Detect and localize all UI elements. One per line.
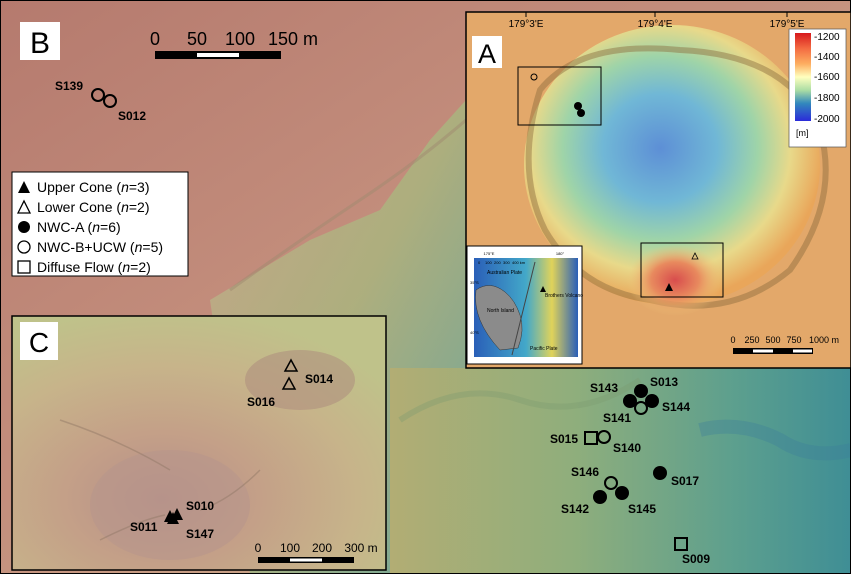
scalebar-a-white-2 [793,350,812,353]
site-s142-marker [593,490,607,504]
scalebar-c-tick-100: 100 [280,541,300,555]
legend-count-upper-cone: 3 [137,179,145,195]
legend-item-nwc-b-ucw: NWC-B+UCW (n=5) [18,239,163,255]
legend-item-lower-cone: Lower Cone (n=2) [18,199,150,215]
site-s141-label: S141 [603,411,631,425]
panel-b-label: B [30,27,50,60]
colorbar-tick-2: -1400 [814,52,840,63]
legend-item-upper-cone: Upper Cone (n=3) [18,179,150,195]
site-s017-marker [653,466,667,480]
site-s140-label: S140 [613,441,641,455]
site-s012-label: S012 [118,109,146,123]
inset-plate-label-2: Pacific Plate [530,346,558,352]
site-s016-label: S016 [247,395,275,409]
legend-label-nwc-b-ucw: NWC-B+UCW [37,239,127,255]
scalebar-b-white [197,53,239,57]
svg-text:NWC-B+UCW (n=5): NWC-B+UCW (n=5) [37,239,163,255]
legend-label-nwc-a: NWC-A [37,219,85,235]
coord-label-1: 179°3'E [509,19,544,30]
scalebar-a-tick-250: 250 [744,335,759,345]
svg-text:NWC-A (n=6): NWC-A (n=6) [37,219,121,235]
site-s139-label: S139 [55,79,83,93]
legend-count-lower-cone: 2 [137,199,145,215]
scalebar-a-tick-750: 750 [786,335,801,345]
inset-lat-tick-2: 40°S [470,330,479,335]
colorbar-ramp [795,33,811,121]
inset-scale-tick-400: 400 km [512,260,526,265]
inset-plate-label-1: Australian Plate [487,270,522,276]
regional-inset-map: Australian Plate Pacific Plate North Isl… [467,246,583,364]
panel-a-site-marker-cluster [574,102,582,110]
panel-b-seafloor [390,368,851,574]
open-square-icon [18,261,30,273]
legend-label-upper-cone: Upper Cone [37,179,113,195]
colorbar: -1200 -1400 -1600 -1800 -2000 [m] [789,29,846,147]
panel-c: C S014 S016 S010 S011 S147 0 100 200 300… [12,316,386,570]
scalebar-c-white [290,559,322,562]
site-s145-label: S145 [628,502,656,516]
inset-scale-tick-100: 100 [485,260,492,265]
inset-label-brothers: Brothers Volcano [545,293,583,299]
svg-text:Lower Cone (n=2): Lower Cone (n=2) [37,199,150,215]
svg-text:Upper Cone (n=3): Upper Cone (n=3) [37,179,150,195]
panel-a-label: A [478,39,496,69]
open-circle-icon [18,241,30,253]
site-s013-marker [634,384,648,398]
site-s142-label: S142 [561,502,589,516]
colorbar-unit: [m] [796,128,809,138]
site-s143-label: S143 [590,381,618,395]
site-s013-label: S013 [650,375,678,389]
colorbar-tick-5: -2000 [814,114,840,125]
site-s147-label: S147 [186,527,214,541]
site-s017-label: S017 [671,474,699,488]
scalebar-c-tick-0: 0 [255,541,262,555]
site-s009-label: S009 [682,552,710,566]
scalebar-c-tick-300: 300 m [344,541,377,555]
inset-lon-tick-1: 175°E [484,251,495,256]
site-s011-label: S011 [130,520,158,534]
site-s144-label: S144 [662,400,690,414]
legend-label-lower-cone: Lower Cone [37,199,113,215]
colorbar-tick-1: -1200 [814,32,840,43]
site-s014-label: S014 [305,372,333,386]
legend-count-nwc-a: 6 [108,219,116,235]
legend: Upper Cone (n=3) Lower Cone (n=2) NWC-A … [12,172,188,276]
colorbar-tick-4: -1800 [814,93,840,104]
site-s010-label: S010 [186,499,214,513]
legend-label-diffuse-flow: Diffuse Flow [37,259,115,275]
inset-scale-tick-300: 300 [503,260,510,265]
scalebar-a-tick-0: 0 [730,335,735,345]
upper-cone-summit [90,450,250,560]
panel-c-label: C [29,327,49,358]
legend-item-diffuse-flow: Diffuse Flow (n=2) [18,259,151,275]
scalebar-b-tick-50: 50 [187,29,207,49]
scalebar-c-tick-200: 200 [312,541,332,555]
inset-lat-tick-1: 35°S [470,280,479,285]
panel-a-site-marker-cluster-2 [577,109,585,117]
coord-label-2: 179°4'E [638,19,673,30]
inset-lon-tick-2: 180° [556,251,565,256]
scalebar-b-tick-0: 0 [150,29,160,49]
scalebar-a-tick-1000: 1000 m [809,335,839,345]
inset-label-north-island: North Island [487,308,514,314]
svg-text:Diffuse Flow (n=2): Diffuse Flow (n=2) [37,259,151,275]
scalebar-a-white-1 [753,350,773,353]
legend-count-nwc-b-ucw: 5 [151,239,159,255]
inset-scale-tick-200: 200 [494,260,501,265]
site-s015-label: S015 [550,432,578,446]
scalebar-b-tick-150: 150 m [268,29,318,49]
colorbar-tick-3: -1600 [814,72,840,83]
coord-label-3: 179°5'E [770,19,805,30]
legend-count-diffuse-flow: 2 [138,259,146,275]
scalebar-a-tick-500: 500 [765,335,780,345]
panel-a: 179°3'E 179°4'E 179°5'E A -1200 -1400 -1… [466,12,851,368]
site-s145-marker [615,486,629,500]
site-s146-label: S146 [571,465,599,479]
scalebar-b-tick-100: 100 [225,29,255,49]
filled-circle-icon [18,221,30,233]
